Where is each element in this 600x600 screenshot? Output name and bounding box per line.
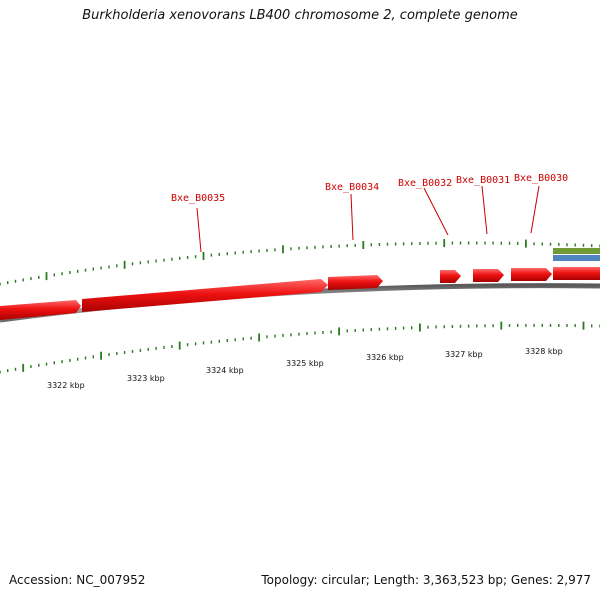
gene-label: Bxe_B0035	[171, 193, 225, 204]
map-title: Burkholderia xenovorans LB400 chromosome…	[82, 8, 518, 23]
feature-bar-green	[553, 248, 600, 254]
kbp-label: 3328 kbp	[525, 347, 563, 356]
kbp-label: 3322 kbp	[47, 381, 85, 390]
gene-arrow	[440, 270, 461, 283]
gene-label-pointer	[481, 185, 488, 235]
gene-arrow	[553, 267, 600, 280]
kbp-label: 3324 kbp	[206, 366, 244, 375]
gene-label-pointer	[530, 185, 540, 234]
gene-arrow	[511, 268, 552, 281]
gene-label: Bxe_B0032	[398, 178, 452, 189]
kbp-label: 3326 kbp	[366, 353, 404, 362]
kbp-label: 3327 kbp	[445, 350, 483, 359]
genome-summary-text: Topology: circular; Length: 3,363,523 bp…	[261, 573, 591, 587]
gene-label-pointer	[196, 207, 202, 253]
gene-label-pointer	[423, 187, 449, 236]
gene-label: Bxe_B0030	[514, 173, 568, 184]
feature-bar-blue	[553, 255, 600, 261]
kbp-label: 3323 kbp	[127, 374, 165, 383]
gene-label: Bxe_B0031	[456, 175, 510, 186]
upper-tick-row	[0, 239, 600, 286]
gene-arrow	[328, 275, 383, 290]
gene-label: Bxe_B0034	[325, 182, 379, 193]
accession-text: Accession: NC_007952	[9, 573, 146, 587]
gene-arrow	[0, 300, 81, 320]
gene-arrow	[82, 279, 328, 312]
gene-arrow	[473, 269, 504, 282]
kbp-label: 3325 kbp	[286, 359, 324, 368]
lower-tick-row	[0, 321, 600, 374]
gene-label-pointer	[350, 193, 354, 241]
